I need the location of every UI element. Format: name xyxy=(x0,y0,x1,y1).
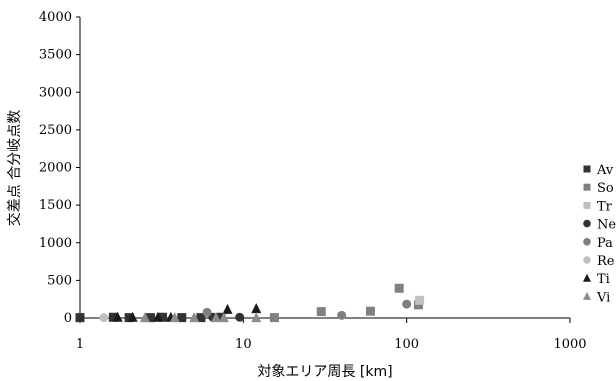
data-point xyxy=(251,303,262,314)
data-point xyxy=(108,312,118,322)
legend-marker xyxy=(583,273,591,282)
data-point xyxy=(251,312,262,323)
legend-marker xyxy=(583,238,591,246)
x-tick-label: 100 xyxy=(394,337,419,352)
x-axis-title: 対象エリア周長 [km] xyxy=(257,364,392,380)
y-tick-label: 0 xyxy=(64,311,72,326)
axes: 0 500 1000 1500 2000 2500 3000 3500 4000 1 10 100 10… xyxy=(39,10,587,352)
y-tick-label: 1500 xyxy=(39,198,72,213)
data-point xyxy=(139,312,150,323)
y-tick-label: 2000 xyxy=(39,161,72,176)
data-point xyxy=(169,312,180,323)
data-point xyxy=(189,312,200,323)
legend-label: Ti xyxy=(597,272,610,287)
legend-label: Av xyxy=(596,163,614,178)
series-vi xyxy=(139,312,262,323)
data-point xyxy=(235,312,245,322)
legend-item-tr: Tr xyxy=(583,199,613,214)
legend-item-so: So xyxy=(583,181,614,196)
data-point xyxy=(152,311,163,322)
data-point xyxy=(75,313,85,323)
data-point xyxy=(202,307,212,317)
legend-item-pa: Pa xyxy=(583,236,613,251)
data-point xyxy=(337,310,347,320)
legend-marker xyxy=(583,165,591,173)
data-point xyxy=(394,283,404,293)
data-point xyxy=(402,299,412,309)
data-point xyxy=(269,313,279,323)
legend-marker xyxy=(583,256,591,264)
legend-item-av: Av xyxy=(583,163,614,178)
legend-marker xyxy=(583,291,591,300)
data-point xyxy=(218,312,229,323)
series-av xyxy=(75,312,226,323)
legend-label: Re xyxy=(597,254,615,269)
legend-label: Vi xyxy=(596,290,610,305)
series-tr xyxy=(415,295,425,305)
x-tick-label: 1 xyxy=(76,337,84,352)
data-point xyxy=(415,295,425,305)
data-point xyxy=(196,313,206,323)
data-point xyxy=(112,311,123,322)
series-so xyxy=(269,283,423,323)
series-pa xyxy=(202,299,412,320)
legend-label: Pa xyxy=(597,236,613,251)
y-axis-title: 交差点 合分岐点数 xyxy=(6,110,23,226)
series-ti xyxy=(112,303,262,322)
x-tick-label: 1000 xyxy=(553,337,586,352)
legend-item-ne: Ne xyxy=(583,218,616,233)
data-point xyxy=(210,312,221,323)
legend-marker xyxy=(583,219,591,228)
y-tick-label: 4000 xyxy=(39,10,72,25)
data-point xyxy=(124,313,134,323)
y-tick-label: 500 xyxy=(47,273,72,288)
data-point xyxy=(99,313,109,323)
y-tick-label: 2500 xyxy=(39,123,72,138)
x-tick-label: 10 xyxy=(235,337,252,352)
legend: Av So Tr Ne Pa Re Ti Vi xyxy=(583,163,616,305)
series-re xyxy=(99,313,109,323)
legend-label: Ne xyxy=(597,218,616,233)
legend-item-re: Re xyxy=(583,254,615,269)
data-point xyxy=(216,312,226,322)
data-point xyxy=(222,303,233,314)
legend-label: Tr xyxy=(597,199,613,214)
y-tick-label: 3500 xyxy=(39,48,72,63)
legend-marker xyxy=(583,183,591,191)
legend-item-vi: Vi xyxy=(583,290,610,305)
data-point xyxy=(145,313,155,323)
data-point xyxy=(316,307,326,317)
y-tick-label: 3000 xyxy=(39,85,72,100)
data-point xyxy=(413,300,423,310)
data-point xyxy=(177,313,187,323)
legend-marker xyxy=(583,201,591,209)
chart-marks xyxy=(75,283,425,323)
data-point xyxy=(127,311,138,322)
data-point xyxy=(158,312,168,322)
data-point xyxy=(365,306,375,316)
legend-item-ti: Ti xyxy=(583,272,610,287)
y-tick-label: 1000 xyxy=(39,236,72,251)
legend-label: So xyxy=(597,181,614,196)
